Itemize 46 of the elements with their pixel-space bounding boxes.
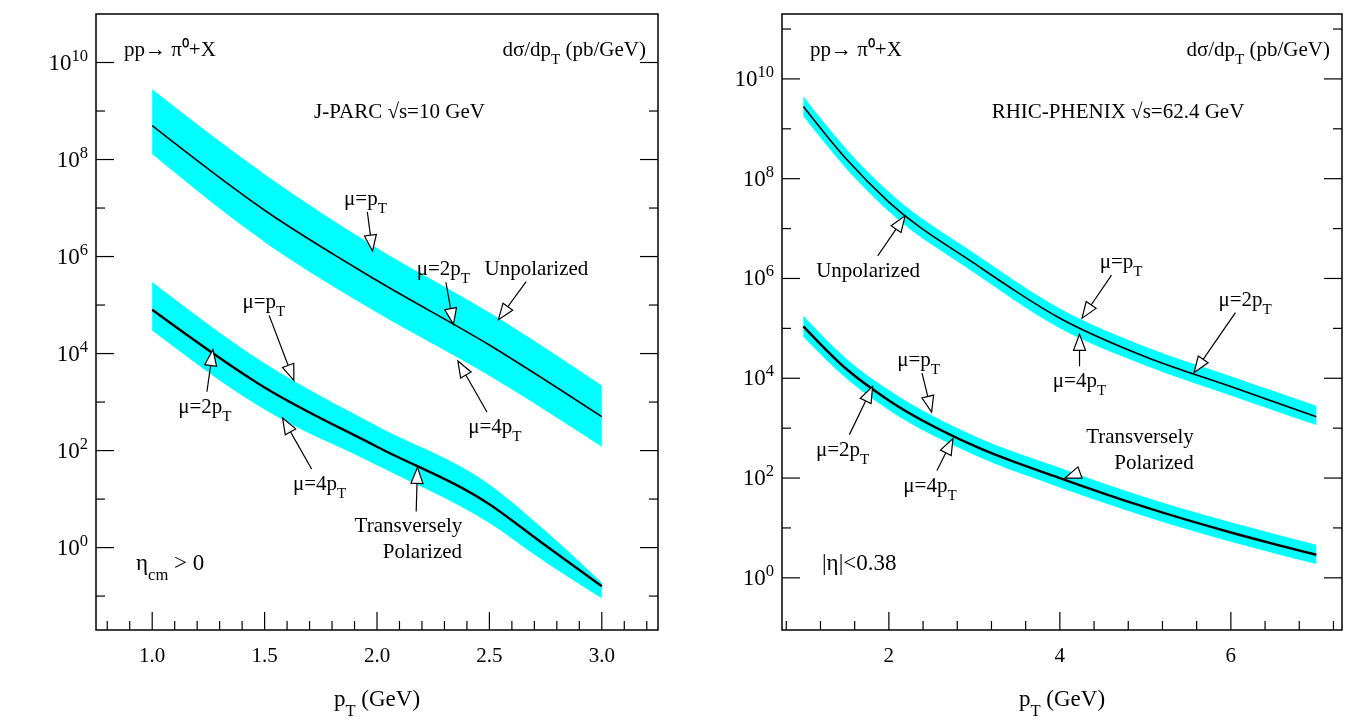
y-tick-label: 10$^{4}$: [742, 360, 775, 391]
annotation: Transversely Polarized: [1086, 424, 1195, 475]
annotation: μ=p$_{T}$: [242, 289, 286, 320]
x-tick-label: 2.5: [476, 643, 503, 667]
y-tick-label: 10$^{10}$: [48, 45, 88, 75]
y-tick-label: 10$^{8}$: [742, 161, 774, 191]
x-tick-label: 2: [883, 643, 895, 667]
y-tick-label: 10$^{2}$: [742, 460, 774, 491]
y-tick-label: 10$^{0}$: [742, 560, 774, 590]
text: J-PARC √s=10 GeV: [314, 99, 485, 123]
x-tick-label: 1.5: [251, 643, 278, 667]
annotation: Transversely Polarized: [354, 513, 463, 564]
annotation: μ=4p$_{T}$: [292, 470, 347, 501]
annotation: Unpolarized: [484, 255, 589, 280]
annotation: |η|<0.38: [822, 550, 897, 575]
annotation: μ=2p$_{T}$: [815, 436, 870, 467]
text: pp→ π⁰+X: [810, 37, 902, 61]
y-tick-label: 10$^{0}$: [56, 530, 88, 560]
y-tick-label: 10$^{4}$: [56, 336, 89, 366]
annotation: μ=2p$_{T}$: [1218, 286, 1272, 317]
x-tick-label: 6: [1225, 643, 1237, 667]
annotation: Unpolarized: [816, 257, 921, 282]
annotation: μ=4p$_{T}$: [903, 472, 957, 503]
x-tick-label: 4: [1054, 643, 1066, 667]
y-tick-label: 10$^{2}$: [56, 433, 88, 463]
annotation: μ=p$_{T}$: [897, 347, 941, 378]
x-tick-label: 1.0: [139, 643, 166, 667]
y-tick-label: 10$^{8}$: [56, 142, 88, 172]
y-tick-label: 10$^{6}$: [56, 239, 88, 269]
annotation: μ=4p$_{T}$: [1052, 368, 1107, 399]
text: RHIC-PHENIX √s=62.4 GeV: [991, 99, 1245, 123]
annotation: η$_{cm}$ > 0: [136, 550, 205, 584]
x-tick-label: 2.0: [363, 643, 391, 667]
x-tick-label: 3.0: [588, 643, 615, 667]
y-tick-label: 10$^{10}$: [734, 61, 774, 91]
text: pp→ π⁰+X: [124, 37, 216, 61]
y-axis-title: dσ/dp$_{T}$ (pb/GeV): [502, 37, 646, 67]
annotation: μ=2p$_{T}$: [178, 393, 232, 424]
y-tick-label: 10$^{6}$: [742, 260, 774, 291]
annotation: μ=p$_{T}$: [1099, 249, 1143, 280]
annotation: μ=2p$_{T}$: [416, 256, 471, 287]
x-axis-title: p$_{T}$ (GeV): [333, 686, 421, 720]
x-axis-title: p$_{T}$ (GeV): [1018, 686, 1106, 720]
annotation: μ=p$_{T}$: [344, 186, 387, 217]
y-axis-title: dσ/dp$_{T}$ (pb/GeV): [1186, 37, 1330, 67]
annotation: μ=4p$_{T}$: [468, 414, 522, 445]
